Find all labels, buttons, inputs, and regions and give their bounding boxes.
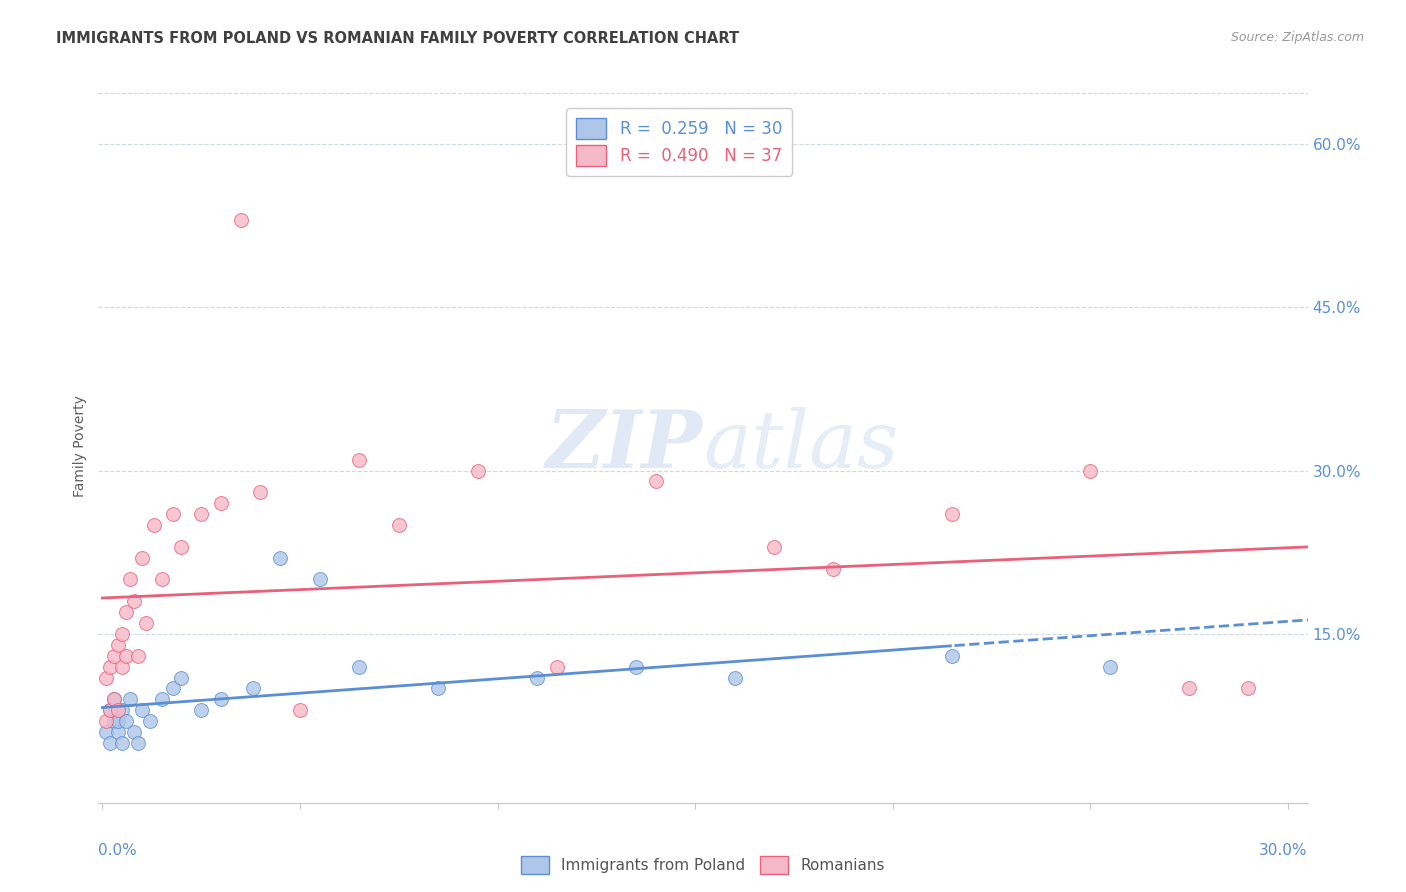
Point xyxy=(98,659,121,673)
Point xyxy=(107,703,129,717)
Point xyxy=(96,725,118,739)
Point xyxy=(941,507,963,521)
Point xyxy=(1078,463,1101,477)
Point xyxy=(823,561,845,575)
Point xyxy=(526,671,548,685)
Point xyxy=(1098,659,1121,673)
Legend: Immigrants from Poland, Romanians: Immigrants from Poland, Romanians xyxy=(515,850,891,880)
Point xyxy=(98,736,121,750)
Point xyxy=(107,638,129,652)
Point xyxy=(242,681,264,696)
Text: Source: ZipAtlas.com: Source: ZipAtlas.com xyxy=(1230,31,1364,45)
Point xyxy=(142,518,165,533)
Point xyxy=(162,681,184,696)
Point xyxy=(624,659,647,673)
Point xyxy=(122,725,145,739)
Point xyxy=(127,648,149,663)
Point xyxy=(229,213,252,227)
Point xyxy=(111,703,134,717)
Point xyxy=(111,659,134,673)
Legend: R =  0.259   N = 30, R =  0.490   N = 37: R = 0.259 N = 30, R = 0.490 N = 37 xyxy=(567,108,792,176)
Y-axis label: Family Poverty: Family Poverty xyxy=(73,395,87,497)
Point xyxy=(388,518,411,533)
Point xyxy=(122,594,145,608)
Point xyxy=(308,573,330,587)
Point xyxy=(127,736,149,750)
Point xyxy=(1178,681,1201,696)
Point xyxy=(190,507,212,521)
Point xyxy=(546,659,568,673)
Point xyxy=(115,714,138,728)
Point xyxy=(103,648,125,663)
Point xyxy=(107,714,129,728)
Point xyxy=(131,550,153,565)
Point xyxy=(150,692,173,706)
Point xyxy=(98,703,121,717)
Point xyxy=(190,703,212,717)
Point xyxy=(118,692,141,706)
Point xyxy=(170,540,193,554)
Point xyxy=(103,692,125,706)
Point xyxy=(150,573,173,587)
Point xyxy=(96,671,118,685)
Point xyxy=(269,550,291,565)
Point xyxy=(347,659,370,673)
Point xyxy=(467,463,489,477)
Point xyxy=(347,452,370,467)
Point xyxy=(427,681,450,696)
Point xyxy=(139,714,162,728)
Text: atlas: atlas xyxy=(703,408,898,484)
Text: ZIP: ZIP xyxy=(546,408,703,484)
Point xyxy=(118,573,141,587)
Text: 30.0%: 30.0% xyxy=(1260,843,1308,858)
Point xyxy=(135,615,157,630)
Point xyxy=(115,648,138,663)
Point xyxy=(644,475,666,489)
Point xyxy=(941,648,963,663)
Point xyxy=(162,507,184,521)
Text: IMMIGRANTS FROM POLAND VS ROMANIAN FAMILY POVERTY CORRELATION CHART: IMMIGRANTS FROM POLAND VS ROMANIAN FAMIL… xyxy=(56,31,740,46)
Point xyxy=(209,496,232,510)
Point xyxy=(103,692,125,706)
Point xyxy=(288,703,311,717)
Point xyxy=(103,714,125,728)
Text: 0.0%: 0.0% xyxy=(98,843,138,858)
Point xyxy=(249,485,271,500)
Point xyxy=(170,671,193,685)
Point xyxy=(115,605,138,619)
Point xyxy=(763,540,786,554)
Point xyxy=(107,725,129,739)
Point xyxy=(98,703,121,717)
Point xyxy=(111,736,134,750)
Point xyxy=(111,627,134,641)
Point xyxy=(96,714,118,728)
Point xyxy=(1237,681,1260,696)
Point xyxy=(723,671,745,685)
Point xyxy=(209,692,232,706)
Point xyxy=(131,703,153,717)
